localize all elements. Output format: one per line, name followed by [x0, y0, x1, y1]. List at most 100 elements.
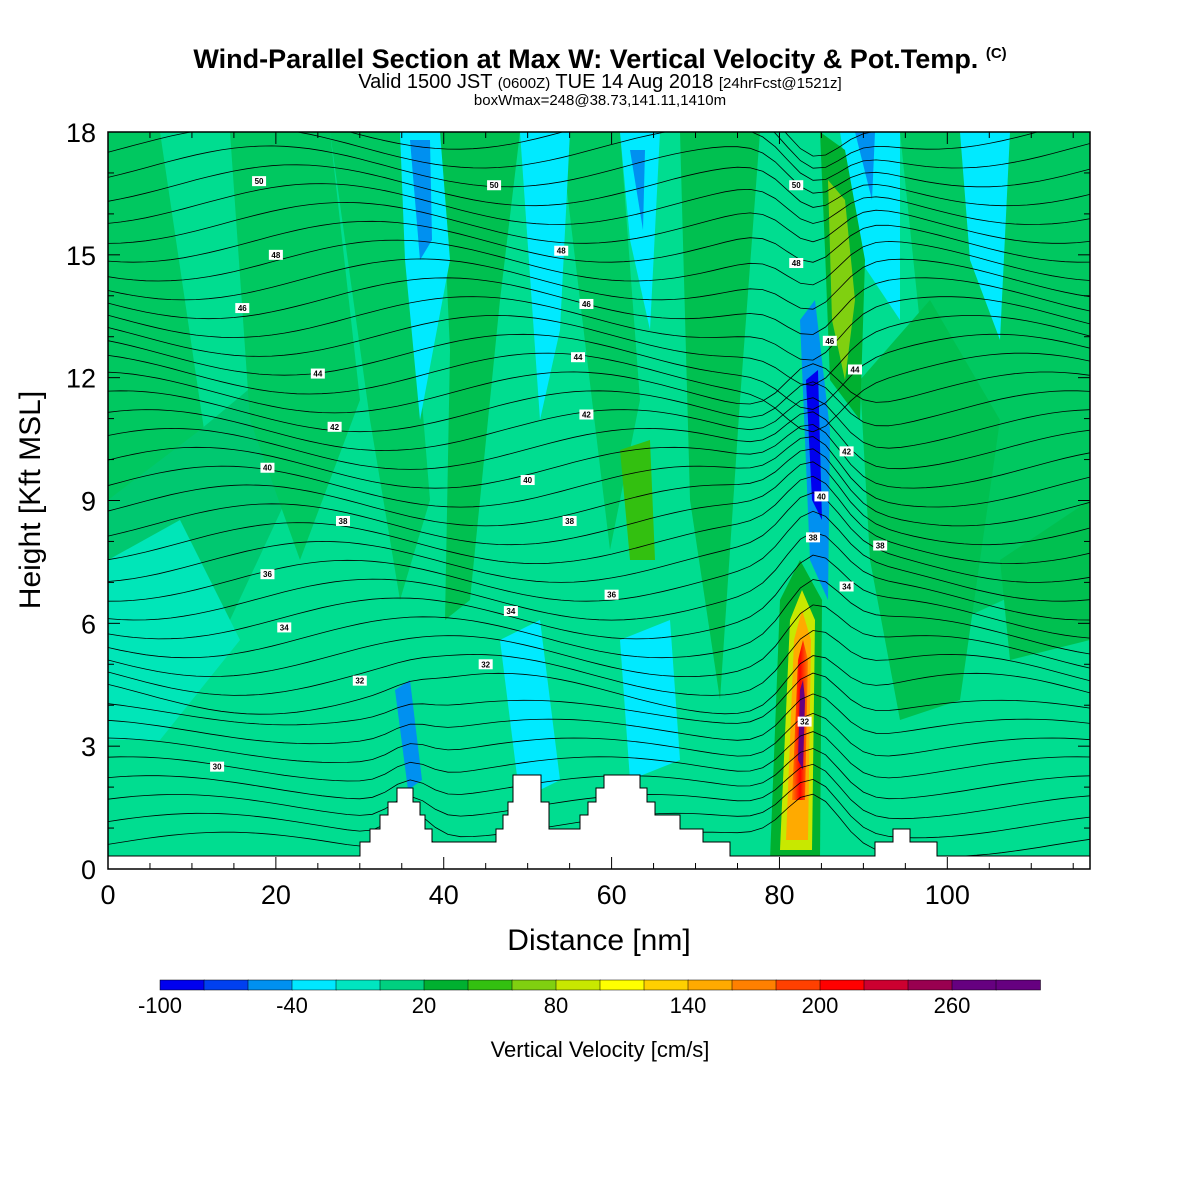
- isentrope-line: [108, 424, 1090, 489]
- colorbar-swatch: [775, 979, 821, 991]
- downdraft-streak: [520, 132, 570, 420]
- isentrope-label-box: [235, 303, 250, 314]
- isentrope-line: [108, 655, 1090, 715]
- colorbar-swatch: [159, 979, 205, 991]
- isentrope-label-box: [260, 462, 275, 473]
- isentrope-label: 34: [506, 607, 515, 616]
- isentrope-label-box: [797, 716, 812, 727]
- isentrope-label-box: [839, 446, 854, 457]
- isentrope-line: [108, 554, 1090, 640]
- colorbar-tick-label: -40: [276, 993, 308, 1018]
- isentrope-label: 34: [280, 623, 289, 632]
- isentrope-label: 40: [817, 492, 826, 501]
- isentrope-line: [108, 277, 1090, 335]
- field-band: [860, 300, 1000, 720]
- isentrope-label: 44: [851, 365, 860, 374]
- isentrope-label-box: [352, 675, 367, 686]
- isentropes: [108, 132, 1090, 858]
- field-band: [108, 520, 240, 740]
- chart-subtitle: Valid 1500 JST (0600Z) TUE 14 Aug 2018 […: [0, 71, 1200, 94]
- chart-title-main: Wind-Parallel Section at Max W: Vertical…: [193, 44, 979, 74]
- isentrope-label-box: [839, 581, 854, 592]
- isentrope-label-box: [268, 249, 283, 260]
- chart-title: Wind-Parallel Section at Max W: Vertical…: [0, 44, 1200, 75]
- isentrope-label-box: [822, 335, 837, 346]
- colorbar-swatch: [511, 979, 557, 991]
- isentrope-label-box: [520, 475, 535, 486]
- colorbar: -100 -40 20 80 140 200 260: [138, 979, 1041, 1018]
- isentrope-label: 38: [809, 533, 818, 542]
- x-tick-label: 80: [764, 880, 794, 910]
- x-axis: 0 20 40 60 80 100: [100, 132, 1074, 910]
- isentrope-label-box: [579, 298, 594, 309]
- box-max-info: boxWmax=248@38.73,141.11,1410m: [473, 92, 727, 109]
- isentrope-label-box: [814, 491, 829, 502]
- isentrope-label: 42: [330, 423, 339, 432]
- isentrope-line: [108, 411, 1090, 470]
- isentrope-label-box: [562, 515, 577, 526]
- isentrope-label-box: [277, 622, 292, 633]
- colorbar-label: Vertical Velocity [cm/s]: [491, 1037, 710, 1062]
- isentrope-line: [108, 220, 1090, 263]
- isentrope-line: [108, 381, 1090, 433]
- field-band: [1000, 500, 1090, 660]
- y-tick-label: 6: [81, 609, 96, 639]
- downdraft-core: [395, 680, 422, 790]
- isentrope-line: [108, 397, 1090, 451]
- x-tick-label: 0: [100, 880, 115, 910]
- isentrope-label: 36: [263, 570, 272, 579]
- isentrope-line: [348, 132, 1039, 169]
- colorbar-swatch: [995, 979, 1041, 991]
- colorbar-swatch: [687, 979, 733, 991]
- isentrope-label-box: [310, 368, 325, 379]
- y-tick-label: 0: [81, 855, 96, 885]
- colorbar-tick-label: 140: [670, 993, 707, 1018]
- isentrope-label-box: [252, 176, 267, 187]
- x-tick-label: 40: [429, 880, 459, 910]
- isentrope-label-box: [554, 245, 569, 256]
- isentrope-label-box: [847, 364, 862, 375]
- isentrope-label-box: [789, 258, 804, 269]
- downdraft-core: [630, 150, 645, 230]
- isentrope-label: 46: [825, 337, 834, 346]
- isentrope-label: 44: [574, 353, 583, 362]
- isentrope-label: 46: [582, 300, 591, 309]
- colorbar-swatch: [379, 979, 425, 991]
- colorbar-swatch: [203, 979, 249, 991]
- forecast-info: [24hrFcst@1521z]: [718, 75, 842, 92]
- colorbar-swatch: [951, 979, 997, 991]
- x-tick-label: 100: [925, 880, 970, 910]
- isentrope-line: [108, 296, 1090, 361]
- isentrope-label: 48: [557, 247, 566, 256]
- downdraft-streak: [840, 132, 900, 320]
- isentrope-line: [108, 145, 1090, 194]
- y-tick-label: 3: [81, 732, 96, 762]
- colorbar-tick-label: 200: [802, 993, 839, 1018]
- y-tick-label: 9: [81, 487, 96, 517]
- isentrope-label: 50: [255, 177, 264, 186]
- isentrope-line: [108, 492, 1090, 583]
- isentrope-line: [108, 201, 1090, 244]
- isentrope-label-box: [806, 532, 821, 543]
- valid-prefix: Valid 1500 JST: [358, 71, 493, 93]
- y-tick-label: 15: [66, 241, 96, 271]
- x-axis-label: Distance [nm]: [507, 924, 690, 957]
- x-tick-label: 60: [597, 880, 627, 910]
- isentrope-label: 38: [339, 517, 348, 526]
- colorbar-tick-label: -100: [138, 993, 182, 1018]
- utc-time: (0600Z): [497, 75, 551, 92]
- isentrope-label: 42: [582, 411, 591, 420]
- colorbar-swatch: [335, 979, 381, 991]
- isentrope-line: [108, 630, 1090, 696]
- isentrope-label-box: [873, 540, 888, 551]
- colorbar-swatch: [599, 979, 645, 991]
- field-band: [440, 132, 520, 620]
- updraft-aloft-core: [828, 180, 855, 380]
- isentrope-line: [108, 314, 1090, 386]
- isentrope-line: [108, 531, 1090, 621]
- isentrope-label: 48: [792, 259, 801, 268]
- y-axis-label: Height [Kft MSL]: [14, 391, 47, 609]
- isentrope-label-box: [579, 409, 594, 420]
